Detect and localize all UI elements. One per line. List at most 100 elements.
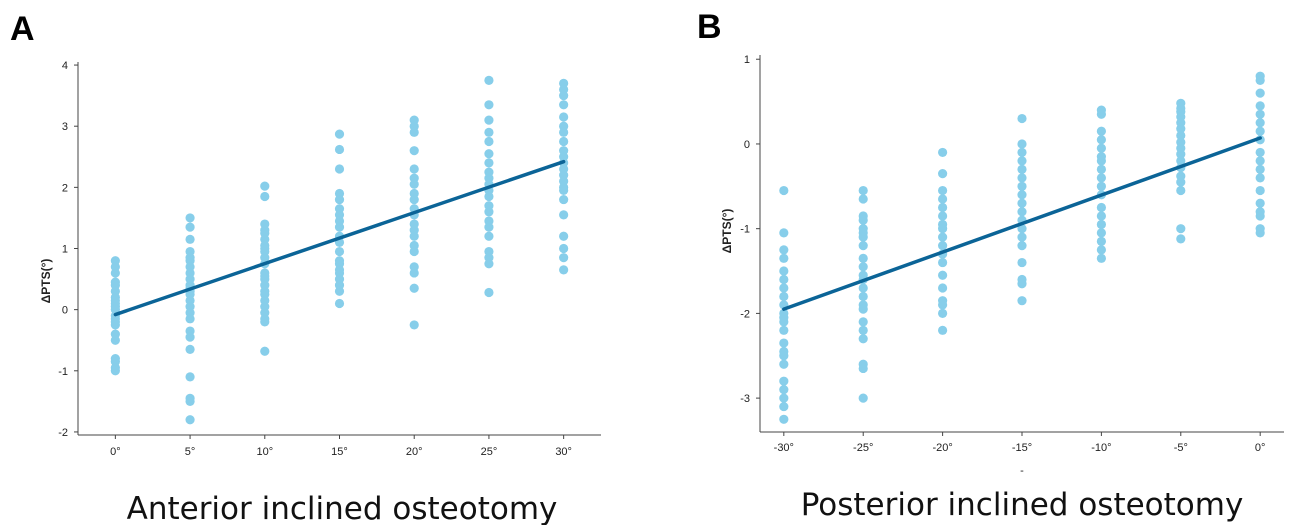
panel-a-data-point <box>484 207 494 217</box>
panel-a-x-tick-label: 0° <box>110 446 121 458</box>
panel-b-data-point <box>858 185 868 196</box>
panel-a-data-point <box>484 222 494 232</box>
panel-b-data-point <box>1255 173 1265 183</box>
panel-b-data-point <box>1017 113 1027 124</box>
panel-b-data-point <box>1017 241 1027 251</box>
panel-b-data-point <box>1017 279 1027 289</box>
panel-b-data-point <box>1017 257 1027 268</box>
panel-b-x-tick-label: -10° <box>1091 442 1111 454</box>
panel-a-data-point <box>409 231 419 241</box>
panel-b-data-point <box>1096 245 1106 255</box>
panel-b-data-point <box>938 147 948 158</box>
panel-a-x-tick-label: 25° <box>481 446 498 458</box>
panel-a-data-point <box>260 346 270 356</box>
panel-b-x-tick-label: -15° <box>1012 442 1032 454</box>
panel-b-data-point <box>938 270 948 280</box>
panel-b-data-point <box>858 194 868 204</box>
panel-b-data-point <box>938 300 948 310</box>
panel-b-data-point <box>1255 101 1265 111</box>
panel-b-data-point <box>1176 156 1186 166</box>
panel-b-data-point <box>1096 219 1106 230</box>
panel-a-data-point <box>260 191 270 202</box>
panel-b-data-point <box>1017 181 1027 191</box>
panel-a-x-tick-label: 15° <box>331 446 348 458</box>
panel-b-data-point <box>1176 149 1186 159</box>
panel-a-data-point <box>559 100 569 110</box>
panel-a-data-point <box>559 127 569 137</box>
panel-b-data-point <box>1096 156 1106 166</box>
panel-b-data-point <box>1017 296 1027 306</box>
panel-b-data-point <box>1255 198 1265 208</box>
panel-a-data-point <box>559 136 569 147</box>
panel-a-data-point <box>334 164 345 174</box>
panel-b-data-point <box>1017 207 1027 217</box>
panel-a-data-point <box>559 243 569 254</box>
panel-a-data-point <box>185 314 195 324</box>
panel-a-data-point <box>185 396 195 406</box>
panel-a-data-point <box>559 210 569 220</box>
panel-b-data-point <box>1255 156 1265 166</box>
panel-a-data-point <box>409 194 419 205</box>
panel-b-y-tick-label: 1 <box>744 54 750 66</box>
panel-b-y-tick-label: -3 <box>740 393 750 405</box>
panel-a-data-point <box>409 179 419 189</box>
panel-a-data-point <box>559 185 569 196</box>
panel-a-data-point <box>185 415 195 425</box>
panel-b-data-point <box>779 283 789 293</box>
panel-b-data-point <box>1017 139 1027 149</box>
panel-b-data-point <box>779 274 789 285</box>
panel-b-data-point <box>858 253 868 263</box>
panel-a-data-point <box>484 287 494 298</box>
panel-b-data-point <box>1255 75 1265 86</box>
panel-b-data-point <box>1017 156 1027 166</box>
panel-b-data-point <box>858 241 868 251</box>
panel-a-data-point <box>409 127 419 137</box>
panel-a-data-point <box>110 335 120 345</box>
panel-a-y-tick-label: 1 <box>62 244 68 256</box>
panel-b-data-point <box>858 232 868 242</box>
panel-a-data-point <box>185 222 195 232</box>
panel-b-data-point <box>1176 224 1186 234</box>
panel-b-data-point <box>779 317 789 327</box>
panel-b-data-point <box>779 325 789 335</box>
panel-b-data-point <box>938 257 948 268</box>
panel-b-data-point <box>1096 126 1106 136</box>
panel-b-data-point <box>779 338 789 348</box>
panel-b-data-point <box>1017 173 1027 183</box>
panel-b-data-point <box>1176 234 1186 244</box>
panel-b-data-point <box>1176 124 1186 134</box>
panel-b-data-point <box>938 194 948 204</box>
panel-a-y-tick-label: -2 <box>58 427 68 439</box>
panel-a-data-point <box>484 231 494 241</box>
panel-a-data-point <box>409 268 419 278</box>
panel-a-data-point <box>185 234 195 244</box>
panel-a-y-axis-label: ΔPTS(°) <box>39 259 53 304</box>
panel-b-data-point <box>1096 211 1106 221</box>
panel-b-data-point <box>1255 147 1265 158</box>
panel-b-data-point <box>1255 126 1265 136</box>
panel-a-x-tick-label: 5° <box>185 446 196 458</box>
panel-b-data-point <box>1176 130 1186 141</box>
panel-a-data-point <box>484 115 494 125</box>
panel-b-data-point <box>1255 109 1265 119</box>
panel-b-data-point <box>1255 88 1265 98</box>
panel-b-data-point <box>779 228 789 238</box>
panel-b-data-point <box>1017 224 1027 234</box>
panel-b-data-point <box>779 414 789 424</box>
panel-a-caption: Anterior inclined osteotomy <box>127 491 558 525</box>
panel-b-data-point <box>779 401 789 412</box>
panel-b-data-point <box>1255 118 1265 128</box>
panel-b-y-tick-label: -1 <box>740 224 750 236</box>
panel-b-data-point <box>779 245 789 255</box>
panel-a-data-point <box>484 127 494 137</box>
panel-b-data-point <box>1255 164 1265 174</box>
panel-a: A ΔPTS(°) Anterior inclined osteotomy -2… <box>10 10 601 525</box>
panel-b-data-point <box>1176 185 1186 196</box>
panel-a-data-point <box>559 253 569 263</box>
panel-b-data-point <box>938 169 948 179</box>
panel-a-data-point <box>484 75 494 85</box>
panel-b-data-point <box>858 283 868 293</box>
panel-b-data-point <box>938 241 948 251</box>
panel-a-data-point <box>185 344 195 354</box>
